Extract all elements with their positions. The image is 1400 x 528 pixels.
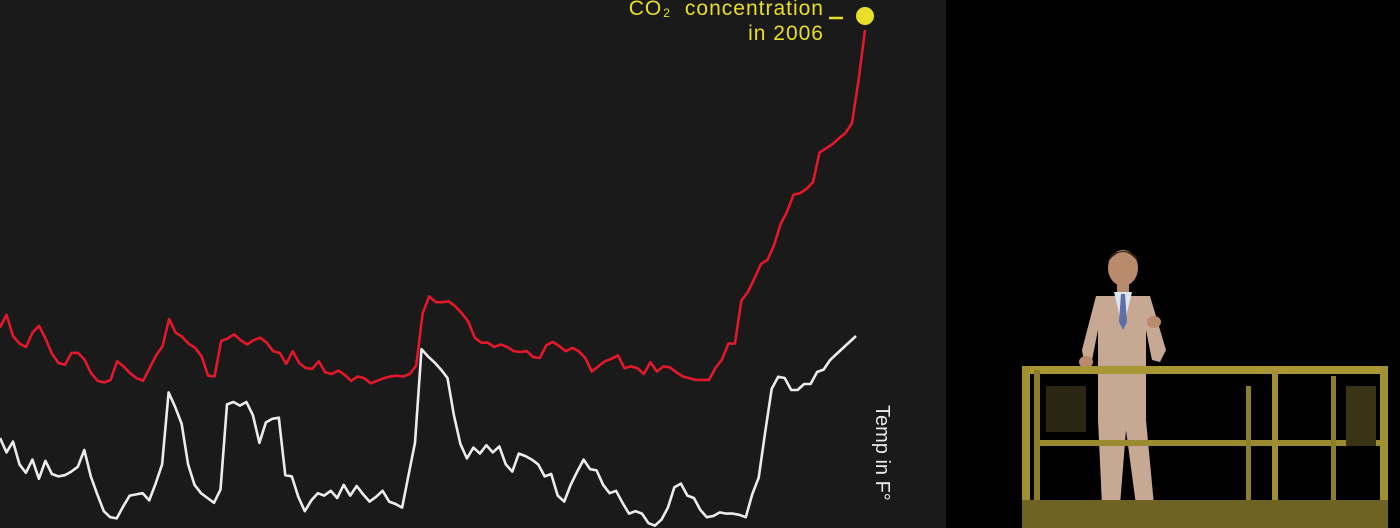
chart-panel: CO2 concentration in 2006 Temp in F° bbox=[0, 0, 946, 528]
co2-annotation-text: concentration bbox=[684, 0, 824, 20]
co2-annotation-formula: CO2 bbox=[628, 0, 671, 20]
co2-series-line bbox=[0, 29, 867, 385]
co2-annotation-line1: CO2 concentration bbox=[629, 0, 824, 21]
co2-annotation-line2: in 2006 bbox=[748, 22, 824, 45]
video-panel bbox=[946, 0, 1400, 528]
lift-platform bbox=[1022, 366, 1388, 528]
presenter-image bbox=[1022, 250, 1388, 528]
temperature-axis-label: Temp in F° bbox=[871, 405, 893, 501]
temperature-series-line bbox=[0, 335, 857, 527]
presenter-figure bbox=[1079, 250, 1166, 505]
co2-temperature-chart bbox=[0, 7, 874, 527]
co2-2006-point bbox=[856, 7, 874, 25]
